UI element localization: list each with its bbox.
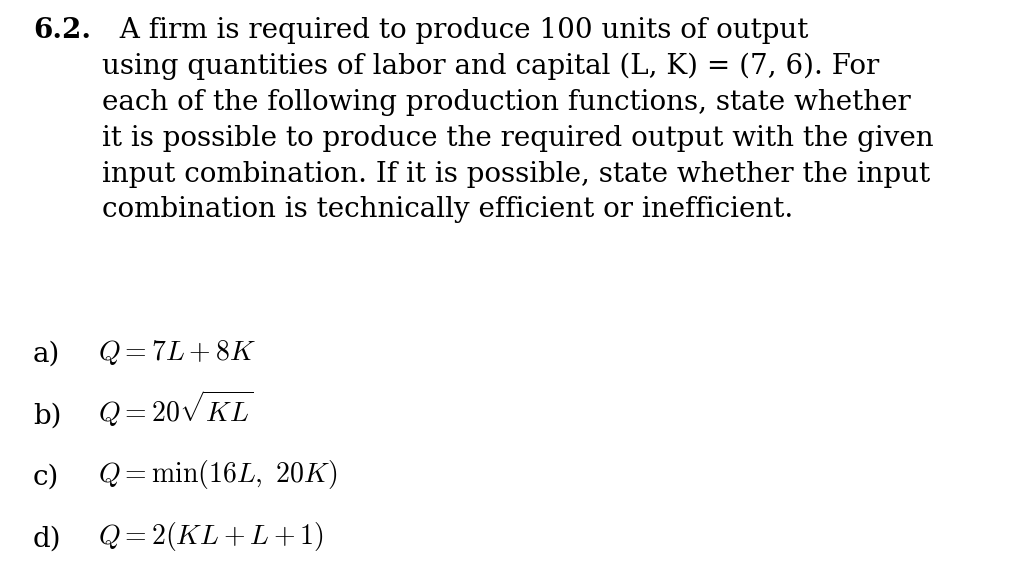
Text: a): a)	[33, 341, 60, 367]
Text: b): b)	[33, 402, 62, 429]
Text: $Q = 7L + 8K$: $Q = 7L + 8K$	[98, 338, 257, 367]
Text: $Q = 20\sqrt{KL}$: $Q = 20\sqrt{KL}$	[98, 389, 254, 429]
Text: $Q = 2(KL + L + 1)$: $Q = 2(KL + L + 1)$	[98, 519, 324, 553]
Text: d): d)	[33, 526, 62, 553]
Text: c): c)	[33, 464, 59, 491]
Text: A firm is required to produce 100 units of output
using quantities of labor and : A firm is required to produce 100 units …	[102, 17, 935, 223]
Text: 6.2.: 6.2.	[33, 17, 91, 44]
Text: $Q = \mathrm{min}(16L,\ 20K)$: $Q = \mathrm{min}(16L,\ 20K)$	[98, 458, 337, 491]
